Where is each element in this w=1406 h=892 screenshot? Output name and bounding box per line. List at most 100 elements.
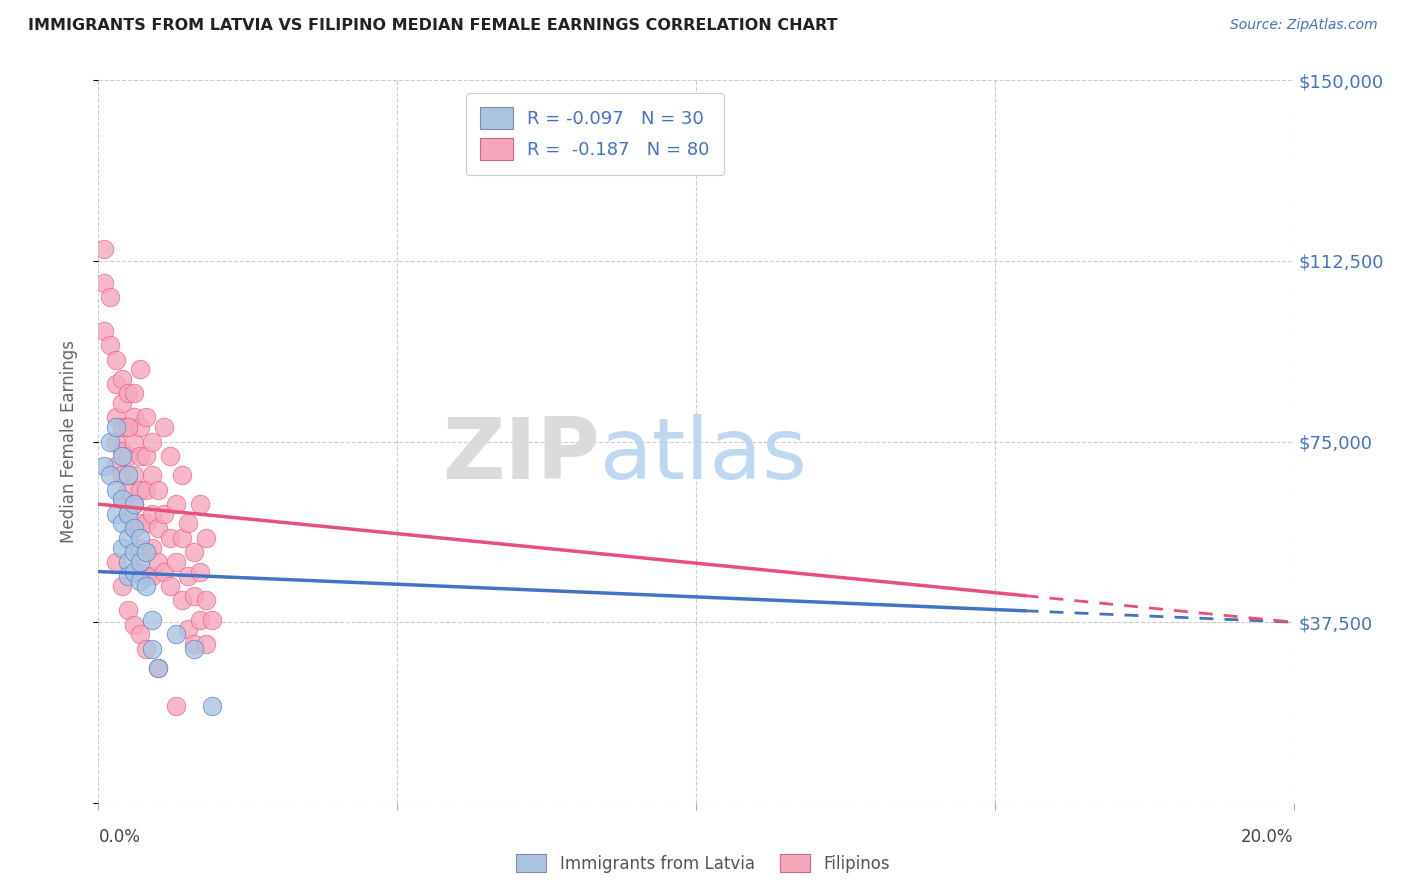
Point — [148, 555, 170, 569]
Point — [124, 521, 146, 535]
Point — [153, 507, 176, 521]
Text: 0.0%: 0.0% — [98, 828, 141, 846]
Point — [105, 458, 128, 473]
Point — [111, 541, 134, 555]
Point — [124, 410, 146, 425]
Text: ZIP: ZIP — [443, 415, 600, 498]
Point — [177, 623, 200, 637]
Text: Source: ZipAtlas.com: Source: ZipAtlas.com — [1230, 18, 1378, 32]
Point — [124, 497, 146, 511]
Point — [117, 555, 139, 569]
Point — [117, 420, 139, 434]
Point — [153, 420, 176, 434]
Y-axis label: Median Female Earnings: Median Female Earnings — [59, 340, 77, 543]
Point — [129, 531, 152, 545]
Point — [183, 589, 205, 603]
Point — [105, 376, 128, 391]
Point — [98, 468, 122, 483]
Point — [129, 516, 152, 531]
Point — [148, 661, 170, 675]
Point — [188, 613, 211, 627]
Point — [159, 579, 181, 593]
Point — [135, 641, 157, 656]
Point — [141, 507, 163, 521]
Point — [188, 497, 211, 511]
Point — [105, 434, 128, 449]
Legend: Immigrants from Latvia, Filipinos: Immigrants from Latvia, Filipinos — [510, 847, 896, 880]
Point — [124, 545, 146, 559]
Point — [117, 507, 139, 521]
Point — [129, 483, 152, 497]
Point — [135, 579, 157, 593]
Point — [111, 444, 134, 458]
Point — [93, 458, 115, 473]
Point — [93, 242, 115, 256]
Point — [117, 569, 139, 583]
Point — [129, 574, 152, 589]
Text: 20.0%: 20.0% — [1241, 828, 1294, 846]
Point — [141, 569, 163, 583]
Point — [141, 613, 163, 627]
Point — [129, 565, 152, 579]
Point — [135, 516, 157, 531]
Point — [124, 468, 146, 483]
Point — [201, 613, 224, 627]
Point — [159, 531, 181, 545]
Point — [111, 468, 134, 483]
Text: atlas: atlas — [600, 415, 808, 498]
Point — [111, 372, 134, 386]
Point — [111, 420, 134, 434]
Text: IMMIGRANTS FROM LATVIA VS FILIPINO MEDIAN FEMALE EARNINGS CORRELATION CHART: IMMIGRANTS FROM LATVIA VS FILIPINO MEDIA… — [28, 18, 838, 33]
Point — [201, 699, 224, 714]
Point — [117, 507, 139, 521]
Point — [105, 410, 128, 425]
Point — [124, 617, 146, 632]
Point — [135, 569, 157, 583]
Point — [188, 565, 211, 579]
Point — [141, 434, 163, 449]
Point — [165, 497, 187, 511]
Point — [148, 661, 170, 675]
Point — [124, 386, 146, 401]
Point — [111, 492, 134, 507]
Point — [129, 449, 152, 463]
Point — [177, 516, 200, 531]
Point — [141, 641, 163, 656]
Point — [183, 641, 205, 656]
Point — [129, 555, 152, 569]
Point — [129, 541, 152, 555]
Point — [183, 545, 205, 559]
Point — [165, 699, 187, 714]
Point — [124, 565, 146, 579]
Point — [129, 627, 152, 641]
Point — [183, 637, 205, 651]
Point — [195, 637, 218, 651]
Point — [117, 603, 139, 617]
Point — [105, 352, 128, 367]
Point — [148, 521, 170, 535]
Point — [117, 468, 139, 483]
Point — [172, 531, 194, 545]
Point — [105, 507, 128, 521]
Point — [93, 324, 115, 338]
Point — [124, 521, 146, 535]
Point — [105, 555, 128, 569]
Point — [117, 386, 139, 401]
Point — [135, 545, 157, 559]
Point — [98, 290, 122, 304]
Point — [117, 483, 139, 497]
Point — [165, 555, 187, 569]
Point — [141, 541, 163, 555]
Point — [98, 434, 122, 449]
Point — [105, 420, 128, 434]
Point — [172, 593, 194, 607]
Point — [135, 545, 157, 559]
Point — [124, 497, 146, 511]
Point — [135, 410, 157, 425]
Point — [129, 362, 152, 376]
Point — [165, 627, 187, 641]
Legend: R = -0.097   N = 30, R =  -0.187   N = 80: R = -0.097 N = 30, R = -0.187 N = 80 — [465, 93, 724, 175]
Point — [135, 449, 157, 463]
Point — [148, 483, 170, 497]
Point — [159, 449, 181, 463]
